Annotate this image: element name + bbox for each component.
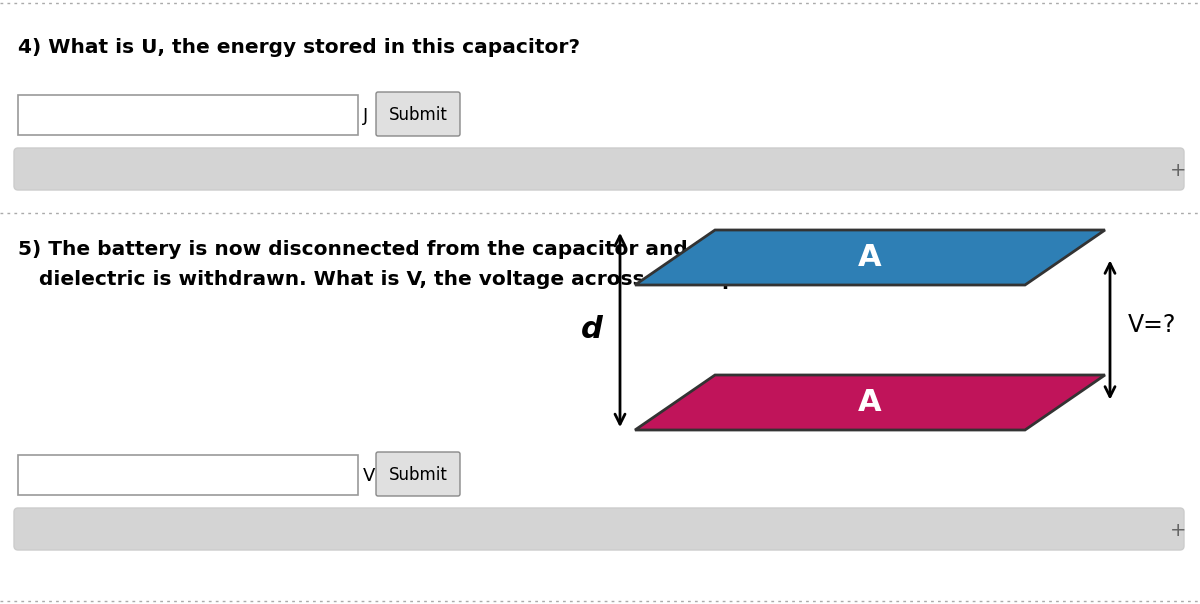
FancyBboxPatch shape	[376, 92, 460, 136]
Text: A: A	[858, 388, 882, 417]
Text: +: +	[1170, 161, 1187, 179]
Text: Submit: Submit	[389, 466, 448, 484]
Text: dielectric is withdrawn. What is V, the voltage across the capacitor?: dielectric is withdrawn. What is V, the …	[18, 270, 815, 289]
Text: A: A	[858, 243, 882, 272]
Text: d: d	[581, 315, 602, 344]
Text: V=?: V=?	[1128, 313, 1176, 337]
Text: V: V	[364, 467, 376, 485]
FancyBboxPatch shape	[376, 452, 460, 496]
FancyBboxPatch shape	[18, 95, 358, 135]
Text: 5) The battery is now disconnected from the capacitor and then the: 5) The battery is now disconnected from …	[18, 240, 792, 259]
Polygon shape	[635, 375, 1105, 430]
Text: Submit: Submit	[389, 106, 448, 124]
FancyBboxPatch shape	[18, 455, 358, 495]
FancyBboxPatch shape	[14, 508, 1184, 550]
Text: +: +	[1170, 521, 1187, 539]
FancyBboxPatch shape	[14, 148, 1184, 190]
Polygon shape	[635, 230, 1105, 285]
Text: J: J	[364, 107, 368, 125]
Text: 4) What is U, the energy stored in this capacitor?: 4) What is U, the energy stored in this …	[18, 38, 580, 57]
